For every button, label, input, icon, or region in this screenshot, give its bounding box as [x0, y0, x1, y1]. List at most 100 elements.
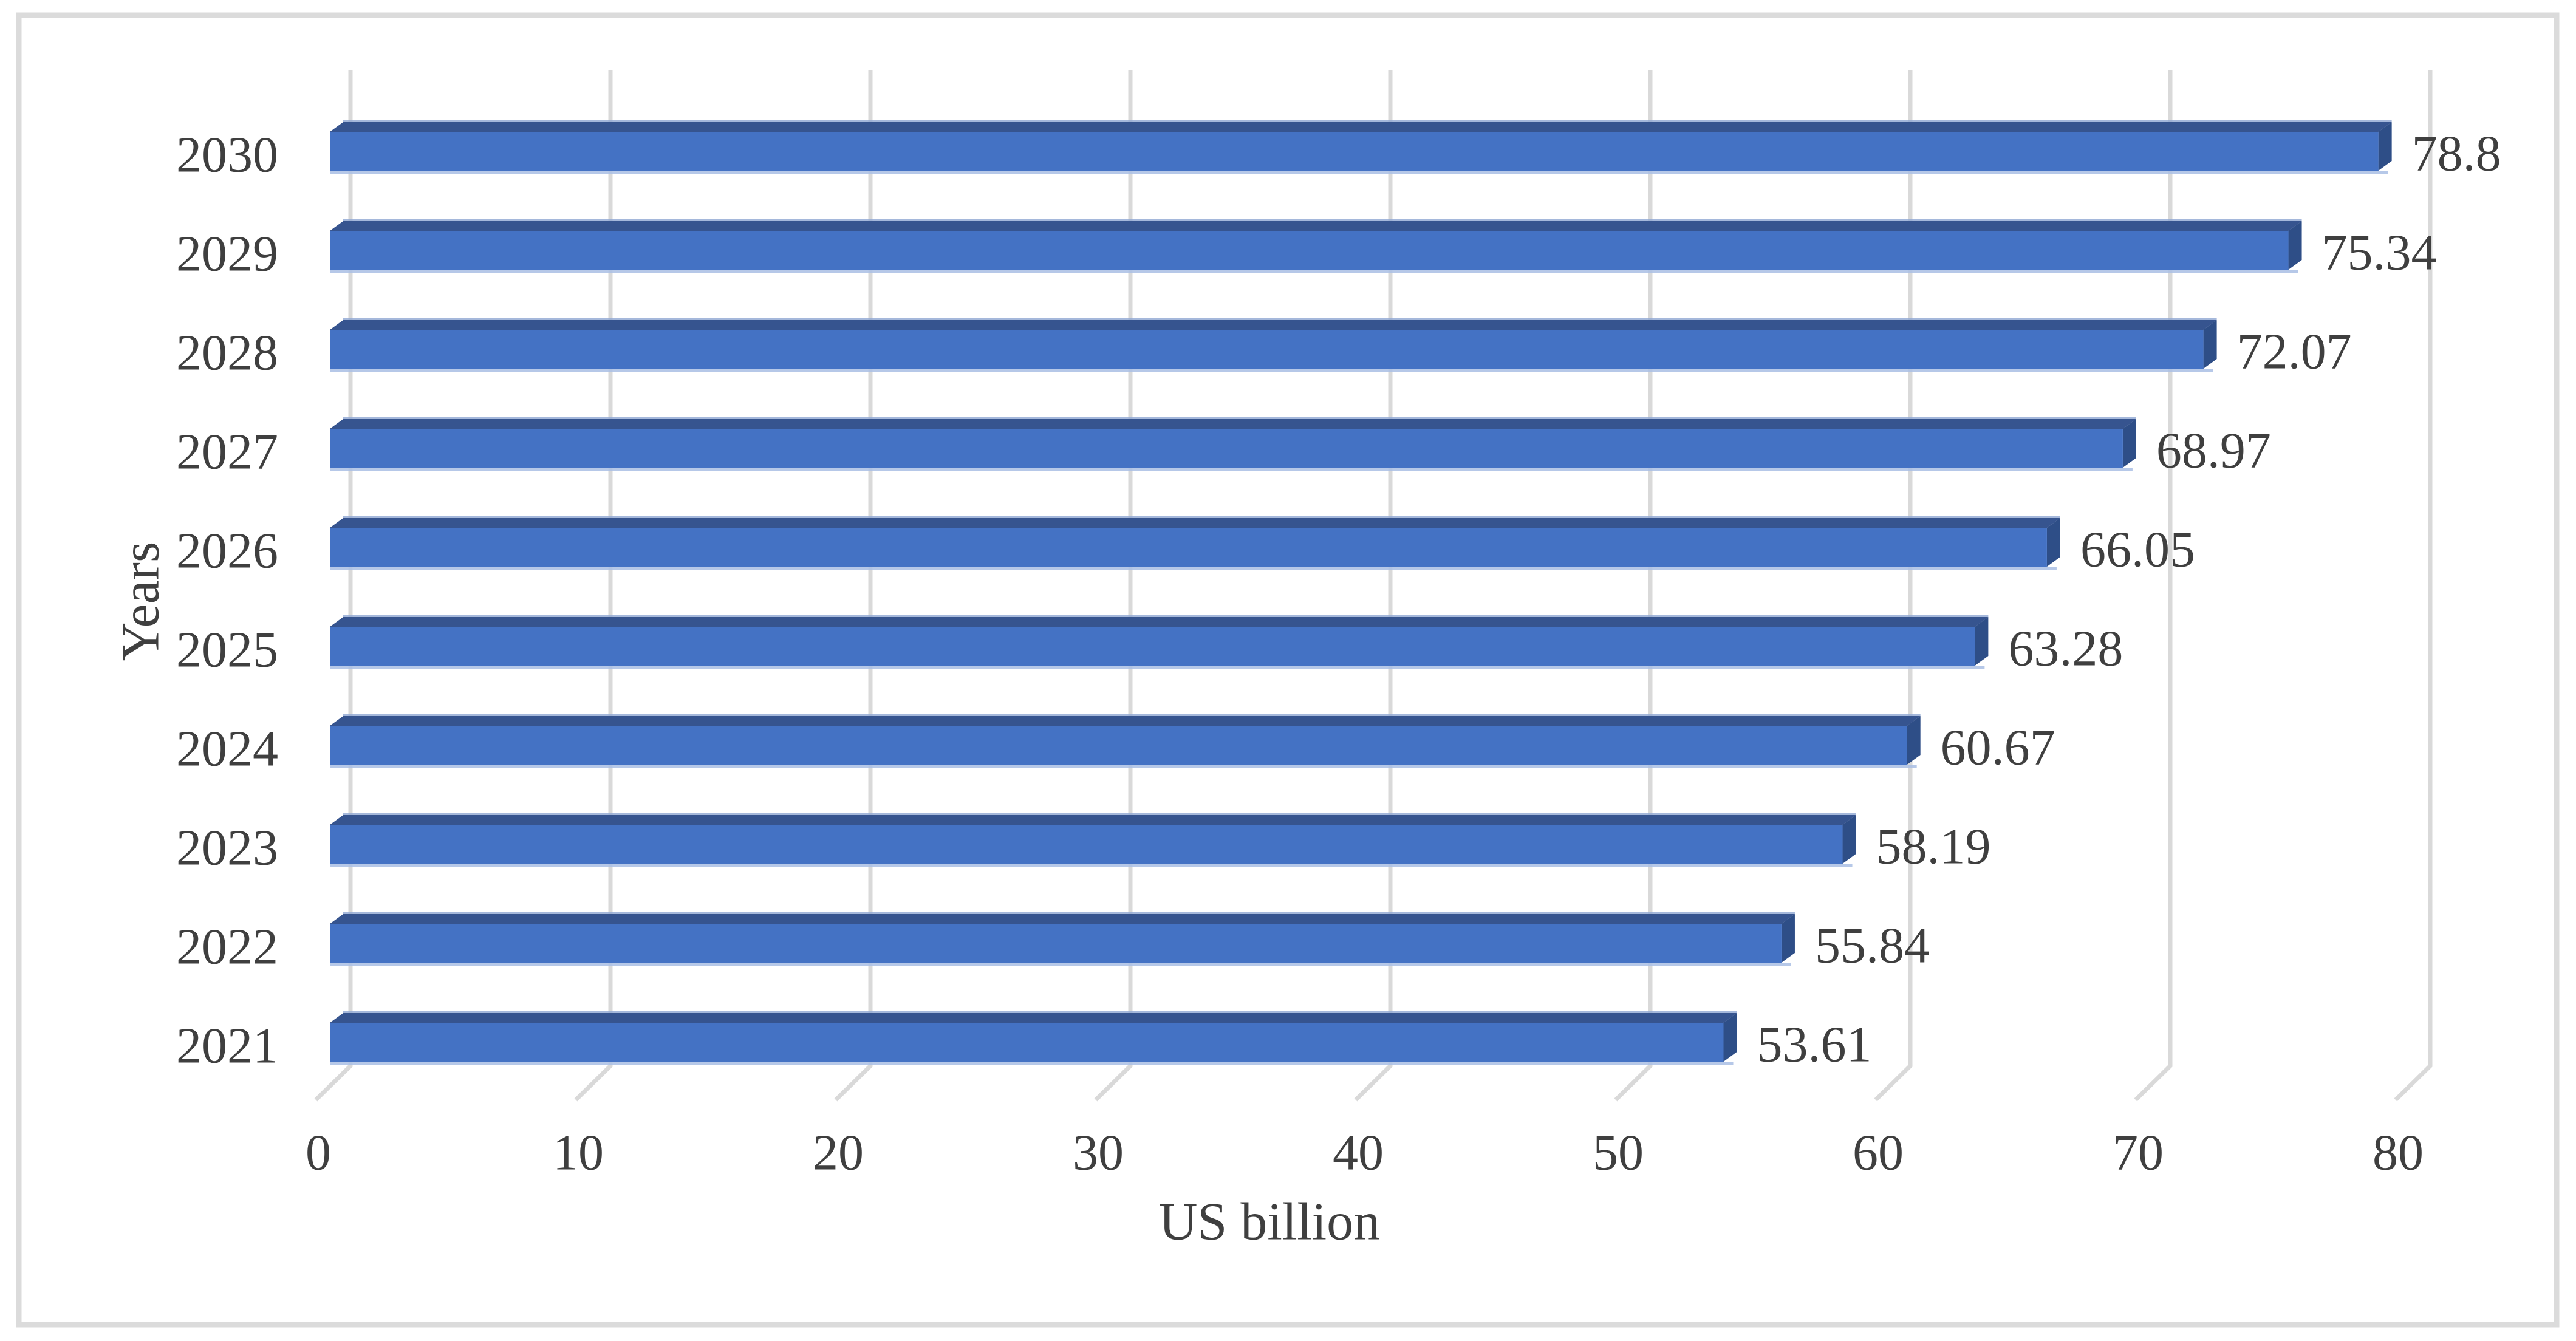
value-label-2022: 55.84	[1815, 918, 1930, 974]
bar-bottom-highlight	[330, 1062, 1734, 1065]
bar-front-face	[330, 924, 1782, 963]
year-label-2024: 2024	[176, 721, 278, 777]
bar-2025	[330, 615, 1989, 669]
bar-front-face	[330, 132, 2379, 171]
bar-bottom-highlight	[330, 369, 2213, 372]
gridline-10	[574, 70, 613, 1102]
x-tick-label-40: 40	[1333, 1125, 1384, 1181]
value-label-2030: 78.8	[2412, 126, 2501, 182]
bar-top-highlight	[343, 615, 1989, 617]
bar-end-face	[2203, 320, 2217, 369]
bar-top-highlight	[343, 318, 2217, 320]
x-tick-label-80: 80	[2373, 1125, 2424, 1181]
year-label-2029: 2029	[176, 226, 278, 282]
chart-border	[16, 12, 2560, 1328]
year-label-2025: 2025	[176, 622, 278, 678]
x-tick-label-60: 60	[1853, 1125, 1904, 1181]
bar-top-face	[330, 914, 1795, 924]
bar-2023	[330, 813, 1856, 867]
gridlines-group	[314, 70, 2433, 1102]
bar-top-highlight	[343, 1011, 1737, 1013]
bar-bottom-highlight	[330, 864, 1853, 867]
bar-top-face	[330, 518, 2060, 528]
bar-front-face	[330, 825, 1843, 864]
bar-2021	[330, 1011, 1737, 1065]
bar-top-face	[330, 617, 1989, 627]
year-label-2021: 2021	[176, 1018, 278, 1074]
bar-front-face	[330, 1023, 1724, 1062]
bar-2029	[330, 219, 2302, 273]
value-label-2025: 63.28	[2008, 621, 2123, 677]
bar-top-face	[330, 221, 2302, 231]
gridline-30	[1094, 70, 1133, 1102]
bar-front-face	[330, 330, 2204, 369]
bar-end-face	[1842, 815, 1856, 864]
bar-top-highlight	[343, 219, 2302, 221]
gridline-80	[2394, 70, 2433, 1102]
bar-bottom-highlight	[330, 963, 1791, 966]
x-axis-title: US billion	[1159, 1193, 1380, 1252]
bar-end-face	[2046, 518, 2060, 567]
bar-bottom-highlight	[330, 765, 1917, 768]
bar-top-face	[330, 716, 1921, 726]
bar-top-highlight	[343, 813, 1856, 815]
bar-2027	[330, 417, 2136, 471]
year-label-2022: 2022	[176, 919, 278, 975]
bar-end-face	[1975, 617, 1989, 666]
x-tick-label-10: 10	[553, 1125, 604, 1181]
year-label-2023: 2023	[176, 820, 278, 876]
bar-front-face	[330, 726, 1907, 765]
year-label-2027: 2027	[176, 424, 278, 480]
bar-bottom-highlight	[330, 468, 2133, 471]
gridline-0	[314, 70, 353, 1102]
gridline-50	[1614, 70, 1653, 1102]
bar-2028	[330, 318, 2217, 372]
bar-end-face	[2378, 122, 2392, 171]
value-label-2024: 60.67	[1941, 720, 2055, 776]
y-axis-title: Years	[112, 542, 171, 661]
value-label-2023: 58.19	[1876, 819, 1991, 875]
value-label-2026: 66.05	[2080, 522, 2195, 578]
bar-end-face	[1907, 716, 1921, 765]
x-tick-label-0: 0	[306, 1125, 331, 1181]
bar-front-face	[330, 528, 2047, 567]
bar-top-face	[330, 815, 1856, 825]
x-tick-label-50: 50	[1593, 1125, 1644, 1181]
value-label-2021: 53.61	[1757, 1017, 1872, 1073]
x-tick-label-70: 70	[2113, 1125, 2164, 1181]
gridline-70	[2134, 70, 2173, 1102]
x-tick-label-20: 20	[813, 1125, 864, 1181]
gridline-60	[1874, 70, 1913, 1102]
value-label-2029: 75.34	[2322, 225, 2437, 281]
bar-top-highlight	[343, 516, 2060, 518]
bar-bottom-highlight	[330, 270, 2298, 273]
bar-end-face	[1723, 1013, 1737, 1062]
gridline-20	[834, 70, 873, 1102]
bar-top-highlight	[343, 714, 1921, 716]
bar-top-highlight	[343, 120, 2392, 122]
bar-end-face	[2122, 419, 2136, 468]
bar-top-face	[330, 320, 2217, 330]
bar-top-highlight	[343, 417, 2136, 419]
year-label-2026: 2026	[176, 523, 278, 579]
year-label-2028: 2028	[176, 325, 278, 381]
year-label-2030: 2030	[176, 127, 278, 183]
value-label-2028: 72.07	[2237, 324, 2352, 380]
labels-group: 2030 78.8 2029 75.34 2028 72.07 2027 68.97 2026 6…	[176, 126, 2501, 1181]
bar-top-face	[330, 122, 2392, 132]
bar-2022	[330, 912, 1795, 966]
bar-top-face	[330, 1013, 1737, 1023]
bar-front-face	[330, 429, 2123, 468]
bar-end-face	[1781, 914, 1795, 963]
bar-2026	[330, 516, 2060, 570]
bar-end-face	[2288, 221, 2302, 270]
gridline-40	[1354, 70, 1393, 1102]
bar-top-face	[330, 419, 2136, 429]
bar-bottom-highlight	[330, 567, 2057, 570]
bar-bottom-highlight	[330, 666, 1985, 669]
bar-2030	[330, 120, 2392, 174]
value-label-2027: 68.97	[2156, 423, 2271, 479]
bar-front-face	[330, 627, 1975, 666]
